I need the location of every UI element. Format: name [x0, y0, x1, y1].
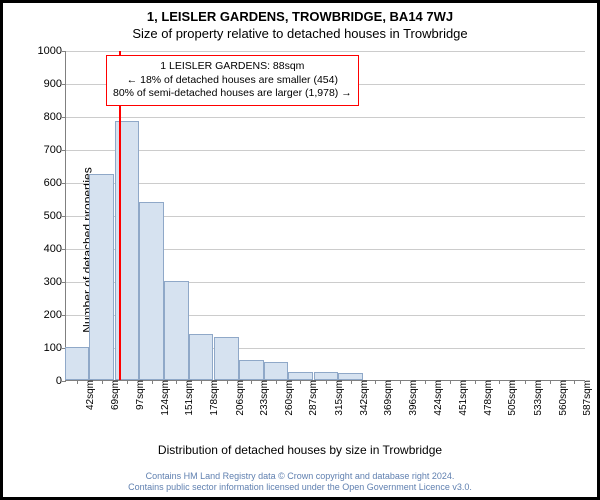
histogram-bar	[65, 347, 90, 380]
x-tick-label: 260sqm	[280, 380, 295, 416]
annotation-line: ← 18% of detached houses are smaller (45…	[113, 74, 352, 88]
x-tick-mark	[574, 380, 575, 384]
x-tick-mark	[375, 380, 376, 384]
histogram-bar	[288, 372, 313, 380]
x-tick-mark	[499, 380, 500, 384]
histogram-bar	[89, 174, 114, 380]
x-axis-label: Distribution of detached houses by size …	[3, 443, 597, 457]
histogram-bar	[189, 334, 214, 380]
y-tick-mark	[62, 249, 66, 250]
x-tick-label: 233sqm	[255, 380, 270, 416]
footer-line-1: Contains HM Land Registry data © Crown c…	[146, 471, 455, 481]
x-tick-mark	[152, 380, 153, 384]
gridline	[66, 51, 585, 52]
y-tick-mark	[62, 381, 66, 382]
histogram-bar	[214, 337, 239, 380]
x-tick-mark	[176, 380, 177, 384]
x-tick-mark	[475, 380, 476, 384]
x-tick-mark	[400, 380, 401, 384]
histogram-bar	[139, 202, 164, 380]
y-tick-mark	[62, 282, 66, 283]
x-tick-mark	[127, 380, 128, 384]
x-tick-label: 69sqm	[106, 380, 121, 410]
x-tick-label: 151sqm	[180, 380, 195, 416]
x-tick-mark	[550, 380, 551, 384]
histogram-bar	[239, 360, 264, 380]
x-tick-mark	[425, 380, 426, 384]
x-tick-label: 42sqm	[81, 380, 96, 410]
x-tick-mark	[351, 380, 352, 384]
annotation-box: 1 LEISLER GARDENS: 88sqm← 18% of detache…	[106, 55, 359, 106]
histogram-bar	[338, 373, 363, 380]
x-tick-label: 315sqm	[330, 380, 345, 416]
histogram-bar	[164, 281, 189, 380]
annotation-line: 1 LEISLER GARDENS: 88sqm	[113, 60, 352, 74]
x-tick-mark	[77, 380, 78, 384]
x-tick-mark	[276, 380, 277, 384]
x-tick-label: 560sqm	[554, 380, 569, 416]
x-tick-label: 451sqm	[454, 380, 469, 416]
gridline	[66, 183, 585, 184]
x-tick-label: 478sqm	[479, 380, 494, 416]
x-tick-mark	[300, 380, 301, 384]
x-tick-label: 424sqm	[429, 380, 444, 416]
x-tick-mark	[326, 380, 327, 384]
footer-attribution: Contains HM Land Registry data © Crown c…	[3, 471, 597, 494]
x-tick-mark	[450, 380, 451, 384]
y-tick-mark	[62, 51, 66, 52]
x-tick-mark	[201, 380, 202, 384]
x-tick-label: 178sqm	[205, 380, 220, 416]
title-line-2: Size of property relative to detached ho…	[3, 26, 597, 41]
x-tick-label: 97sqm	[131, 380, 146, 410]
x-tick-mark	[525, 380, 526, 384]
y-tick-mark	[62, 117, 66, 118]
x-tick-label: 206sqm	[231, 380, 246, 416]
x-tick-mark	[251, 380, 252, 384]
x-tick-mark	[102, 380, 103, 384]
figure: 1, LEISLER GARDENS, TROWBRIDGE, BA14 7WJ…	[0, 0, 600, 500]
annotation-line: 80% of semi-detached houses are larger (…	[113, 87, 352, 101]
histogram-bar	[264, 362, 289, 380]
x-tick-label: 369sqm	[379, 380, 394, 416]
footer-line-2: Contains public sector information licen…	[128, 482, 472, 492]
x-tick-mark	[227, 380, 228, 384]
y-tick-mark	[62, 150, 66, 151]
x-tick-label: 505sqm	[503, 380, 518, 416]
plot-area: 0100200300400500600700800900100042sqm69s…	[65, 51, 585, 381]
y-tick-mark	[62, 84, 66, 85]
x-tick-label: 124sqm	[156, 380, 171, 416]
x-tick-label: 533sqm	[529, 380, 544, 416]
x-tick-label: 342sqm	[355, 380, 370, 416]
x-tick-label: 396sqm	[404, 380, 419, 416]
gridline	[66, 117, 585, 118]
title-line-1: 1, LEISLER GARDENS, TROWBRIDGE, BA14 7WJ	[3, 9, 597, 24]
gridline	[66, 150, 585, 151]
y-tick-mark	[62, 183, 66, 184]
x-tick-label: 287sqm	[304, 380, 319, 416]
x-tick-label: 587sqm	[578, 380, 593, 416]
y-tick-mark	[62, 315, 66, 316]
histogram-bar	[314, 372, 339, 380]
y-tick-mark	[62, 216, 66, 217]
